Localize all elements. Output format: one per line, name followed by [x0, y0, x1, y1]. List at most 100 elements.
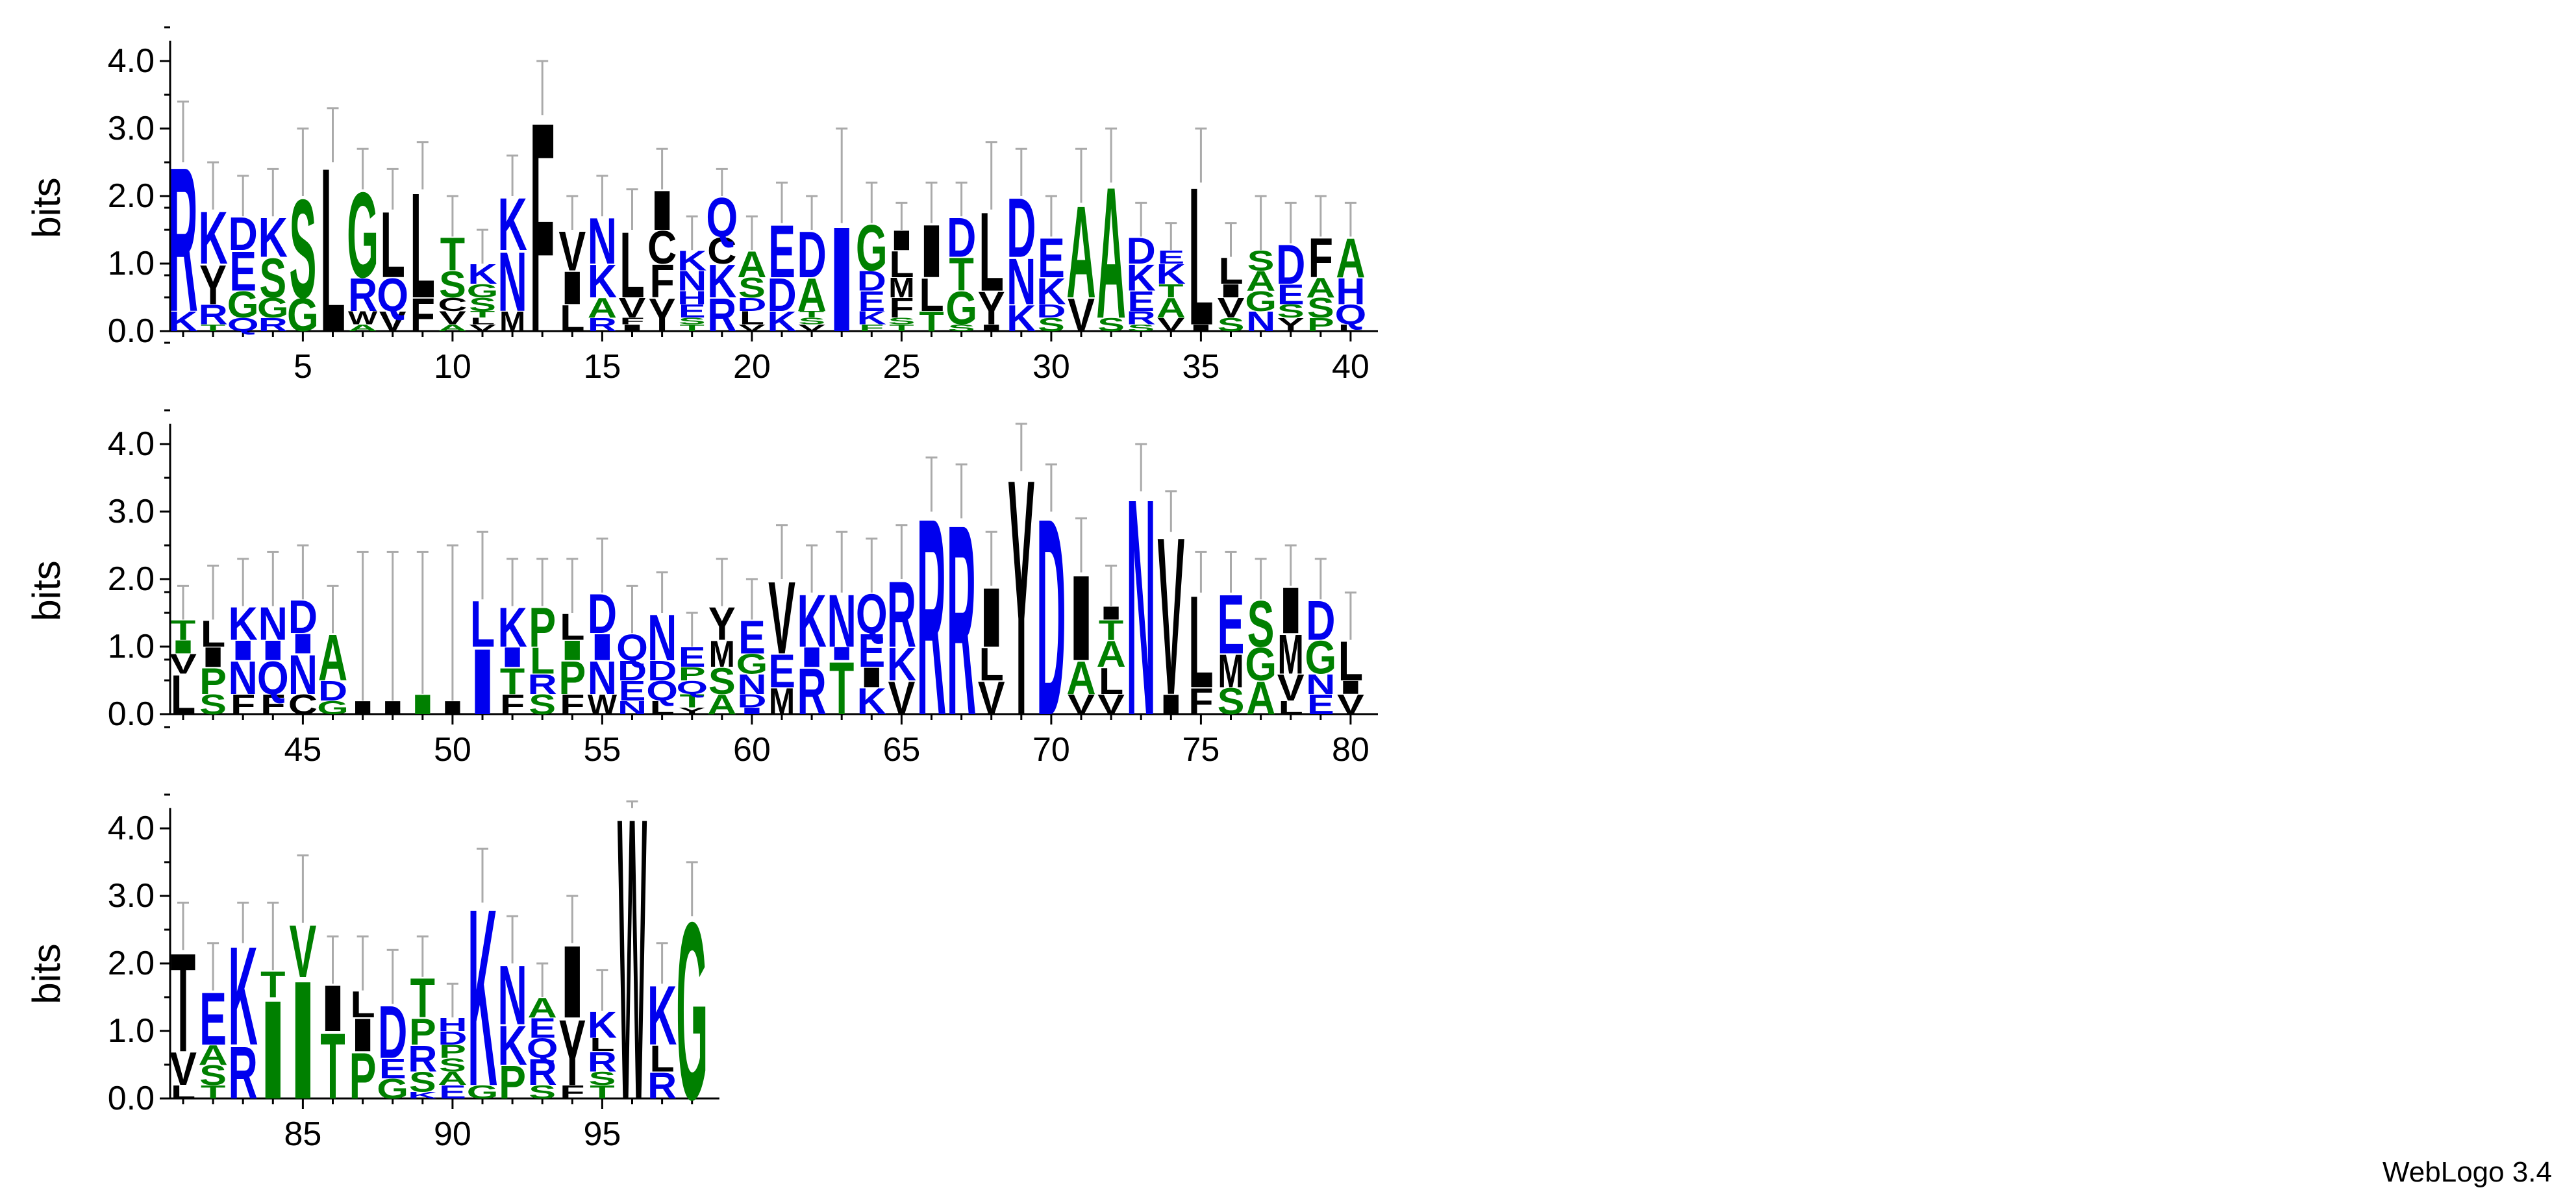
residue-letter: F [619, 316, 644, 327]
residue-letter: N [497, 235, 527, 329]
residue-letter: E [679, 301, 706, 322]
residue-letter: L [619, 212, 644, 317]
residue-letter: L [649, 1037, 674, 1080]
x-tick-label: 60 [733, 731, 771, 769]
x-tick-label: 90 [434, 1115, 471, 1153]
residue-letter: G [1245, 286, 1277, 317]
residue-letter: P [199, 660, 227, 702]
x-tick-label: 5 [294, 348, 312, 386]
residue-letter: K [497, 597, 527, 659]
residue-letter: A [438, 323, 467, 333]
residue-letter: L [470, 316, 495, 327]
residue-letter: E [439, 1082, 466, 1103]
residue-letter: E [229, 241, 256, 303]
residue-letter: S [1277, 301, 1305, 322]
logo-column: GK [467, 847, 498, 1139]
residue-letter: G [1245, 639, 1277, 691]
x-tick-label: 55 [583, 731, 621, 769]
residue-letter: R [258, 315, 288, 336]
residue-letter: T [829, 647, 854, 730]
residue-letter: S [289, 170, 316, 327]
residue-letter: G [257, 293, 289, 324]
y-tick-label: 4.0 [108, 810, 155, 847]
residue-letter: H [438, 1015, 467, 1035]
residue-letter: I [827, 196, 857, 363]
x-tick-label: 40 [1332, 348, 1369, 386]
residue-letter: K [468, 259, 497, 290]
residue-letter: P [529, 597, 556, 659]
residue-letter: K [497, 1015, 527, 1077]
y-tick-label: 3.0 [108, 877, 155, 915]
residue-letter: N [588, 205, 617, 278]
residue-letter: P [439, 1041, 466, 1062]
residue-letter: V [439, 308, 466, 328]
x-tick-label: 15 [583, 348, 621, 386]
residue-letter: I [199, 641, 228, 673]
residue-letter: V [768, 560, 795, 676]
logo-column: SME [1218, 551, 1245, 722]
x-tick-label: 30 [1032, 348, 1070, 386]
logo-column: IL [1186, 127, 1216, 367]
residue-letter: S [738, 272, 766, 303]
residue-letter: E [1218, 577, 1245, 671]
residue-letter: T [171, 615, 195, 646]
residue-letter: S [708, 660, 736, 702]
residue-letter: R [528, 669, 557, 700]
residue-letter: E [619, 676, 646, 707]
logo-column: I [408, 551, 437, 721]
residue-letter: P [499, 1057, 526, 1109]
residue-letter: L [171, 664, 195, 726]
residue-letter: A [1096, 633, 1125, 675]
x-tick-label: 50 [434, 731, 471, 769]
residue-letter: T [320, 1013, 345, 1119]
residue-letter: I [917, 209, 946, 293]
residue-letter: R [198, 299, 227, 330]
residue-letter: C [288, 689, 318, 720]
residue-letter: S [798, 316, 825, 327]
residue-letter: H [677, 288, 707, 308]
residue-letter: F [1308, 227, 1333, 290]
residue-letter: N [1007, 245, 1036, 318]
residue-letter: L [979, 189, 1004, 315]
residue-letter: I [977, 323, 1006, 333]
residue-letter: K [198, 196, 227, 280]
residue-letter: S [1218, 680, 1245, 722]
residue-letter: K [857, 308, 886, 328]
logo-column: L [320, 107, 345, 381]
residue-letter: K [588, 256, 617, 308]
residue-letter: Q [377, 269, 408, 321]
residue-letter: I [618, 323, 647, 333]
residue-letter: S [1247, 588, 1275, 661]
residue-letter: D [378, 990, 407, 1074]
residue-letter: I [229, 635, 258, 666]
residue-letter: T [889, 323, 914, 333]
residue-letter: R [588, 1047, 617, 1078]
logo-column: FYI [558, 895, 587, 1105]
residue-letter: D [737, 294, 766, 315]
residue-letter: S [1247, 245, 1275, 277]
residue-letter: S [888, 316, 915, 327]
residue-letter: C [438, 294, 467, 315]
residue-letter: I [258, 972, 288, 1129]
logo-column: IV [288, 854, 318, 1134]
logo-column: LVT [169, 901, 197, 1103]
residue-letter: K [707, 256, 736, 308]
residue-letter: T [799, 309, 825, 319]
residue-letter: F [889, 293, 914, 324]
residue-letter: N [827, 579, 857, 663]
residue-letter: T [1099, 615, 1123, 646]
residue-letter: T [919, 306, 944, 337]
residue-letter: I [558, 924, 587, 1039]
logo-column: VA [1066, 147, 1096, 341]
residue-letter: I [857, 662, 886, 693]
